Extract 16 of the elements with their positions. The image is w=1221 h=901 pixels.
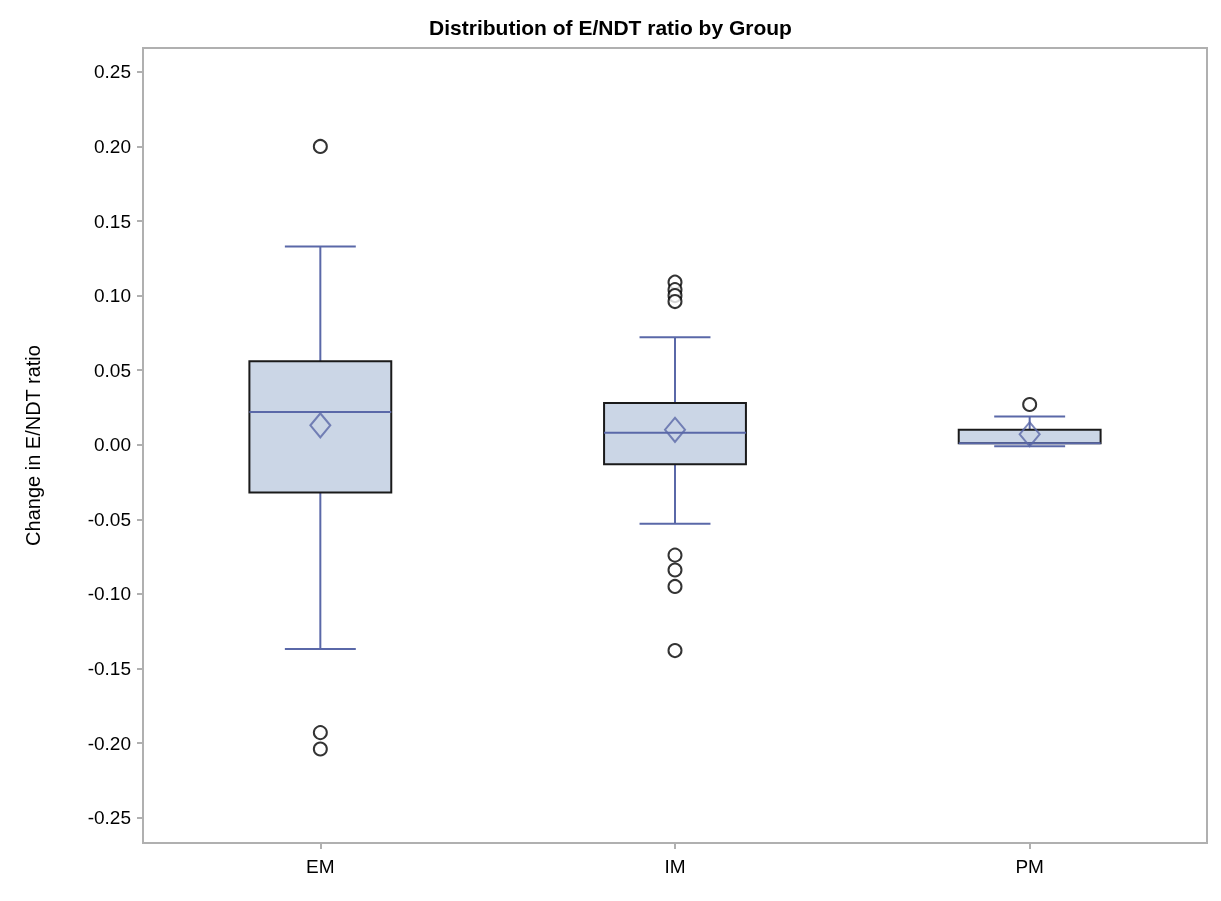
x-tick-label: PM <box>1015 856 1044 877</box>
chart-title: Distribution of E/NDT ratio by Group <box>429 16 792 39</box>
y-tick-label: -0.15 <box>87 657 131 679</box>
x-tick-label: EM <box>306 856 335 877</box>
y-tick-label: -0.20 <box>87 732 131 754</box>
x-tick-label: IM <box>664 856 686 877</box>
y-tick-label: 0.25 <box>94 61 131 83</box>
y-tick-label: -0.10 <box>87 583 131 605</box>
y-tick-label: 0.20 <box>94 135 131 157</box>
y-tick-label: 0.05 <box>94 359 131 381</box>
y-tick-label: 0.00 <box>94 434 131 456</box>
y-axis-title: Change in E/NDT ratio <box>22 345 44 546</box>
y-tick-label: 0.15 <box>94 210 131 232</box>
y-tick-label: -0.25 <box>87 807 131 829</box>
y-tick-label: -0.05 <box>87 508 131 530</box>
y-tick-label: 0.10 <box>94 285 131 307</box>
